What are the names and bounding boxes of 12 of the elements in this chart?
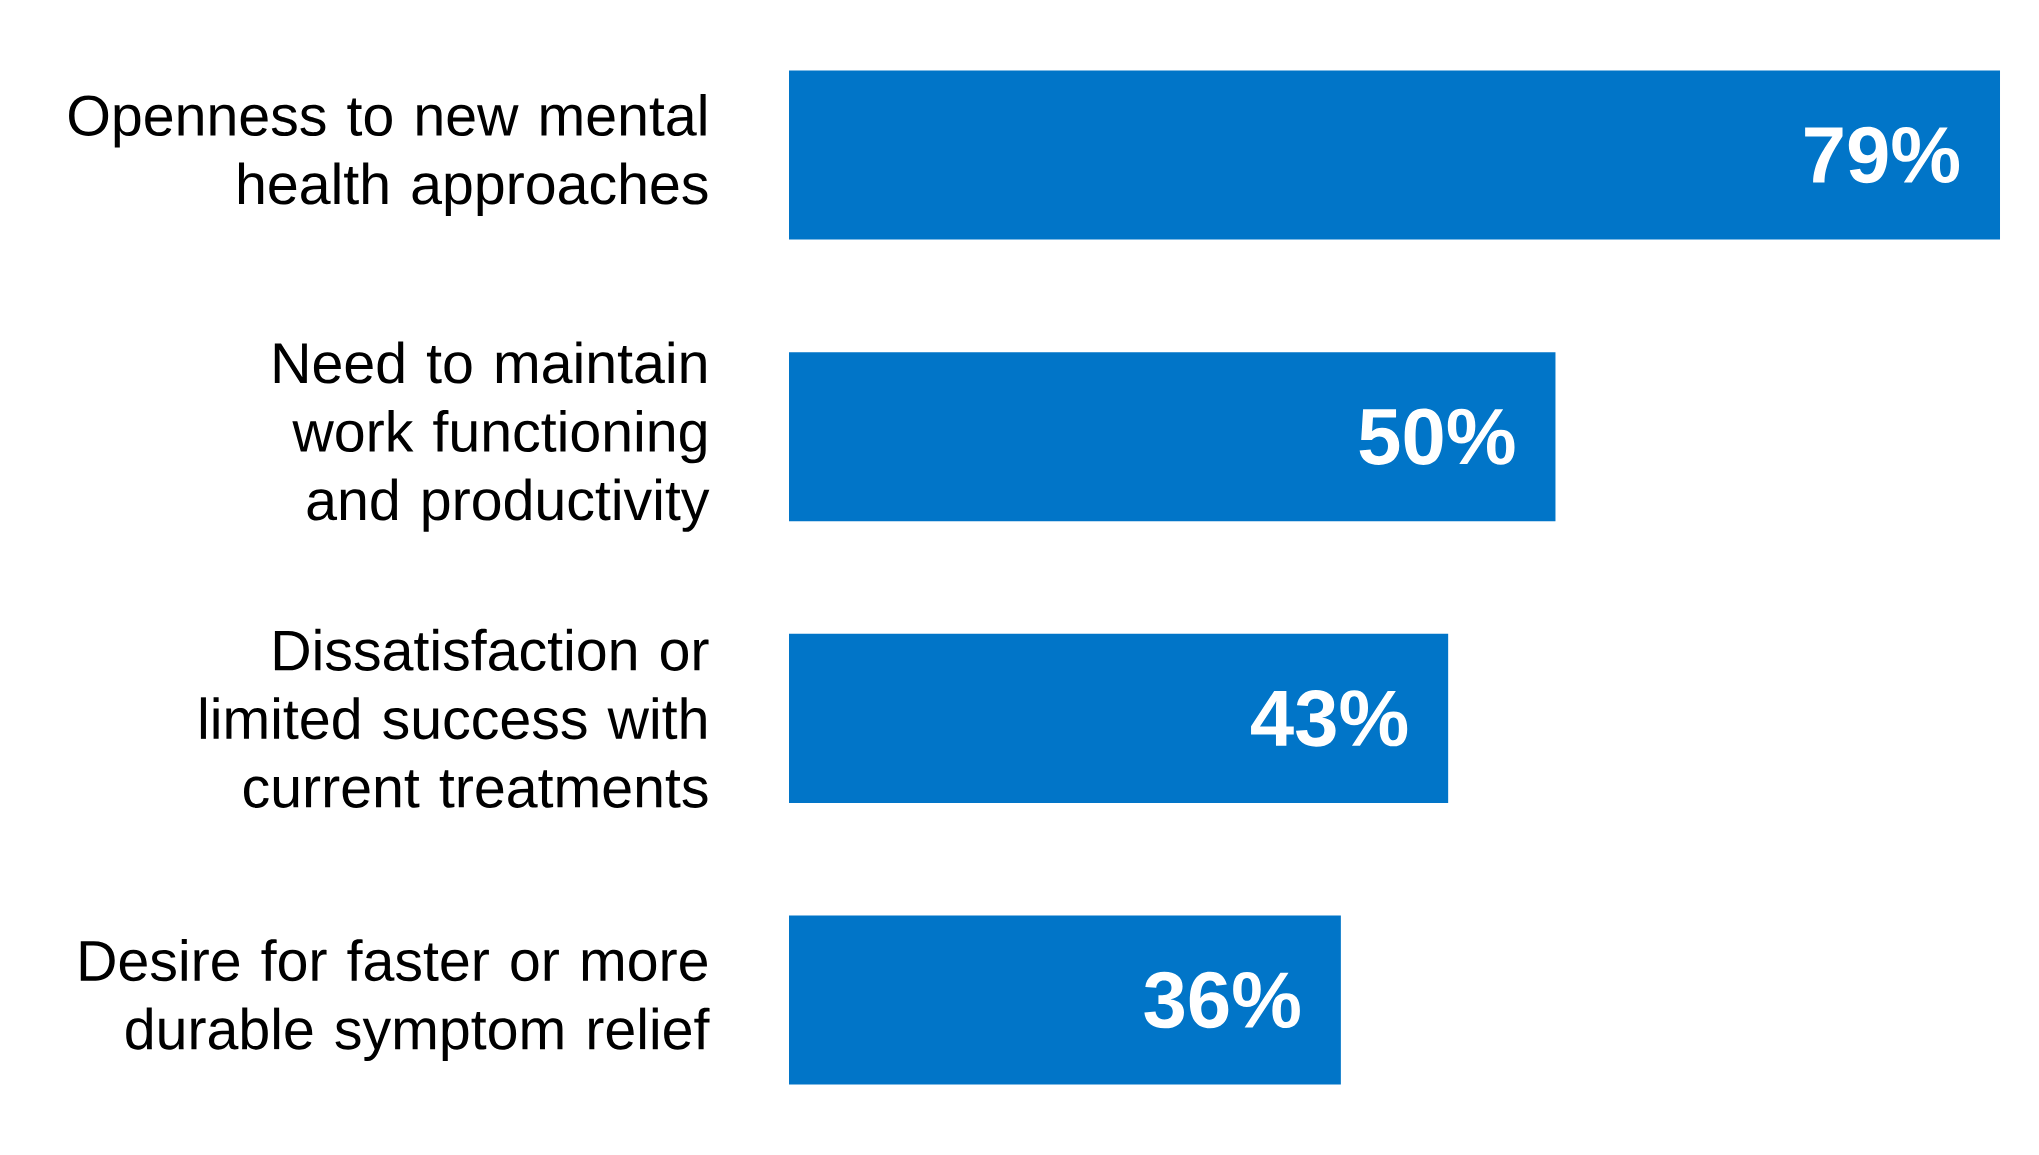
y-tick-label: Dissatisfaction or limited success with current treatments: [200, 628, 709, 808]
y-tick-label: Openness to new mental health approaches: [69, 93, 708, 216]
bar: [789, 352, 1556, 522]
bar: [789, 70, 2001, 240]
data-label: 79%: [1805, 126, 1960, 184]
bar: [789, 633, 1449, 803]
y-tick-label: Desire for faster or more durable symptom relief: [80, 939, 710, 1062]
y-tick-label: Need to maintain work functioning and productivity: [274, 341, 710, 532]
data-label: 43%: [1251, 690, 1408, 747]
bar: [789, 915, 1341, 1085]
data-label: 50%: [1359, 408, 1515, 465]
data-label: 36%: [1144, 971, 1300, 1029]
